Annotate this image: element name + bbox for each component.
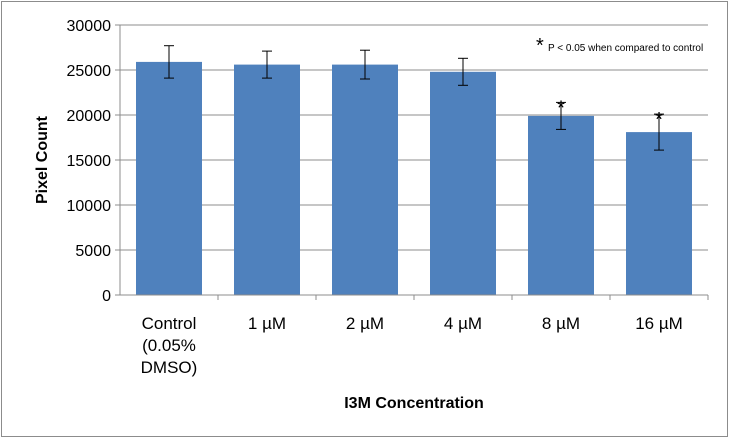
bar (528, 115, 594, 296)
y-tick-label: 15000 (67, 153, 112, 170)
y-tick-label: 25000 (67, 63, 112, 80)
significance-star: * (557, 97, 565, 119)
y-tick-label: 30000 (67, 18, 112, 35)
y-axis-title: Pixel Count (34, 115, 51, 204)
significance-markers: ** (557, 97, 663, 131)
y-tick-label: 10000 (67, 198, 112, 215)
x-category-label: Control (0.05% DMSO) (141, 314, 198, 377)
bar (430, 71, 496, 295)
significance-note: P < 0.05 when compared to control (548, 43, 703, 54)
significance-star: * (655, 109, 663, 131)
bar (136, 61, 202, 296)
x-category-label: 2 µM (346, 314, 384, 333)
error-bars (164, 45, 664, 151)
y-tick-label: 5000 (75, 243, 111, 260)
bars (136, 61, 692, 296)
y-tick-labels: 0 5000 10000 15000 20000 25000 30000 (67, 18, 112, 305)
x-category-label: 1 µM (248, 314, 286, 333)
x-category-label: 16 µM (635, 314, 683, 333)
legend-star-symbol: * (536, 35, 544, 57)
x-category-label: 4 µM (444, 314, 482, 333)
x-axis-title: I3M Concentration (344, 395, 484, 412)
gridlines (115, 24, 709, 300)
bar (626, 132, 692, 295)
y-tick-label: 20000 (67, 108, 112, 125)
x-category-label: 8 µM (542, 314, 580, 333)
bar (234, 64, 300, 295)
x-category-labels: Control (0.05% DMSO) 1 µM 2 µM 4 µM 8 µM 16 µM (141, 314, 683, 377)
y-tick-label: 0 (102, 288, 111, 305)
bar (332, 64, 398, 295)
